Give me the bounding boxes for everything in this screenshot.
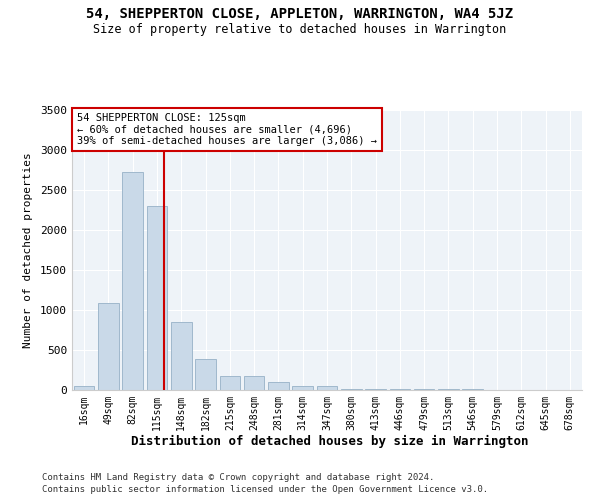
Bar (220, 376, 240, 390)
Bar (98, 303, 119, 390)
Text: 54 SHEPPERTON CLOSE: 125sqm
← 60% of detached houses are smaller (4,696)
39% of : 54 SHEPPERTON CLOSE: 125sqm ← 60% of det… (77, 113, 377, 146)
Bar (122, 172, 143, 390)
Bar (146, 206, 167, 390)
Bar (365, 389, 386, 390)
Bar (341, 389, 362, 390)
Text: Contains HM Land Registry data © Crown copyright and database right 2024.: Contains HM Land Registry data © Crown c… (42, 472, 434, 482)
Text: 54, SHEPPERTON CLOSE, APPLETON, WARRINGTON, WA4 5JZ: 54, SHEPPERTON CLOSE, APPLETON, WARRINGT… (86, 8, 514, 22)
Text: Distribution of detached houses by size in Warrington: Distribution of detached houses by size … (131, 435, 529, 448)
Bar (389, 389, 410, 390)
Bar (317, 386, 337, 390)
Bar (74, 386, 94, 390)
Text: Contains public sector information licensed under the Open Government Licence v3: Contains public sector information licen… (42, 485, 488, 494)
Text: Size of property relative to detached houses in Warrington: Size of property relative to detached ho… (94, 22, 506, 36)
Bar (244, 376, 265, 390)
Bar (171, 322, 191, 390)
Y-axis label: Number of detached properties: Number of detached properties (23, 152, 33, 348)
Bar (292, 386, 313, 390)
Bar (268, 382, 289, 390)
Bar (195, 359, 216, 390)
